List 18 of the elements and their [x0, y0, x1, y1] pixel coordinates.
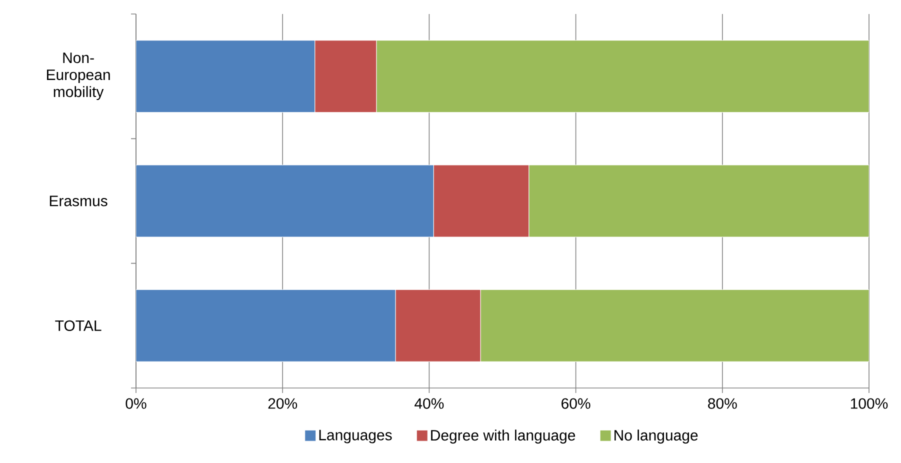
x-tick-label: 80%: [708, 398, 737, 409]
x-tick-label: 100%: [850, 398, 888, 409]
legend-label: Languages: [319, 430, 392, 444]
bar: [480, 289, 870, 362]
bar: [136, 164, 434, 238]
y-tick-label: Non-European mobility: [46, 52, 110, 100]
bar: [136, 289, 396, 362]
bar: [136, 40, 316, 113]
x-tick-label: 20%: [268, 398, 298, 409]
legend-label: Degree with language: [431, 430, 576, 444]
x-tick-label: 40%: [414, 398, 444, 409]
y-tick-label: TOTAL: [55, 320, 102, 331]
x-tick-label: 60%: [562, 398, 590, 409]
bar: [376, 40, 870, 113]
y-tick-label: Erasmus: [50, 196, 108, 206]
x-tick-label: 0%: [126, 398, 146, 409]
legend-label: No language: [614, 430, 698, 444]
bar: [528, 164, 870, 238]
